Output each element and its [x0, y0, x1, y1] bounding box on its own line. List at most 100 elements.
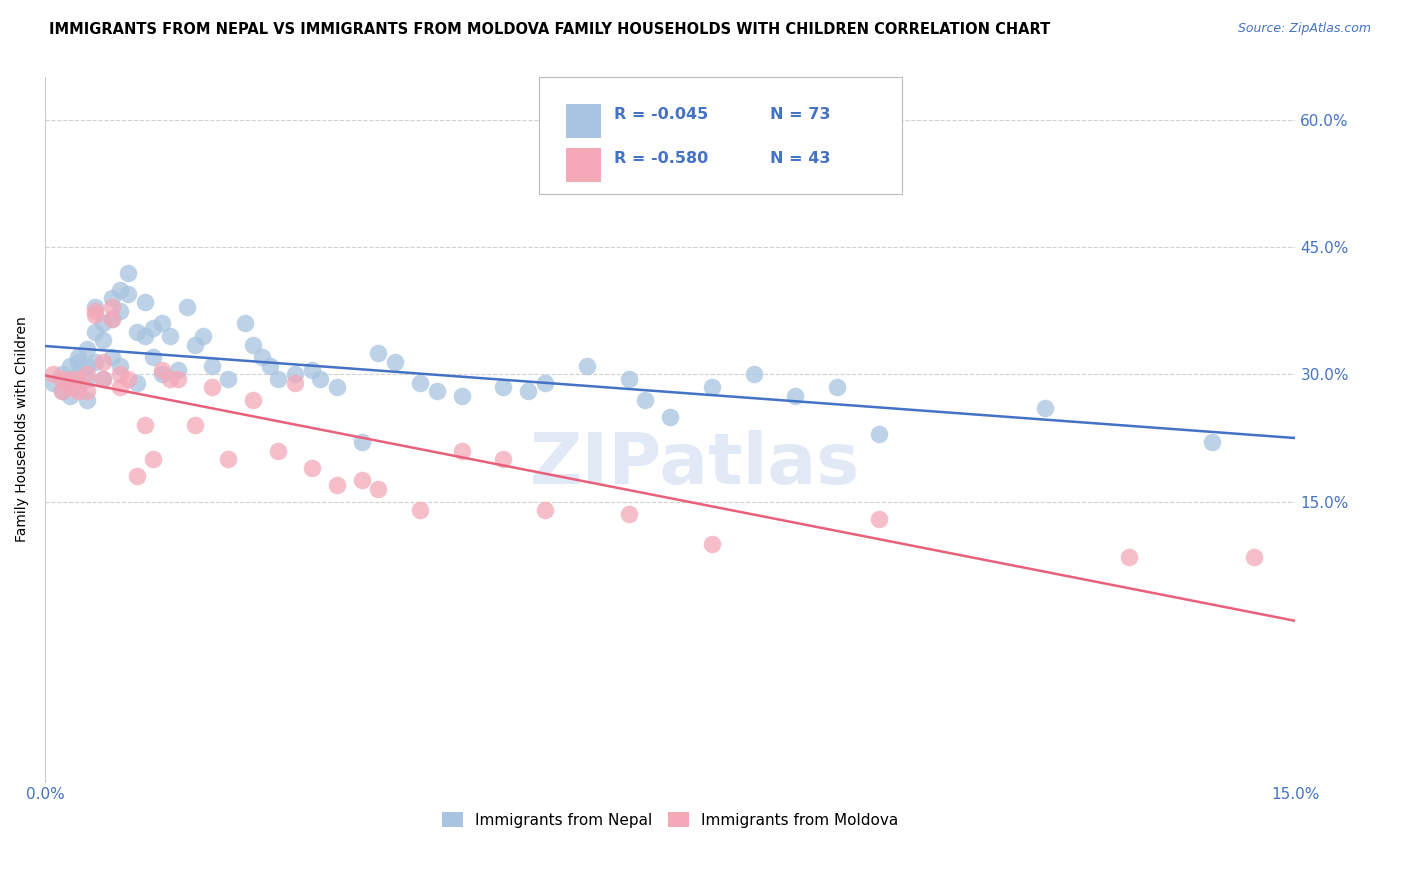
Point [350, 435, 373, 450]
Point [117, 266, 139, 280]
Point [250, 351, 273, 365]
Point [76, 342, 98, 356]
Point [108, 303, 131, 318]
Point [575, 359, 598, 373]
Point [134, 295, 156, 310]
Point [76, 392, 98, 407]
Point [426, 384, 449, 399]
Point [100, 300, 122, 314]
Point [142, 351, 165, 365]
Point [1243, 549, 1265, 564]
Point [534, 503, 557, 517]
Point [309, 371, 332, 385]
Point [193, 329, 215, 343]
Point [91, 371, 114, 385]
Point [100, 351, 122, 365]
Point [409, 503, 432, 517]
Point [634, 392, 657, 407]
Point [67, 371, 90, 385]
Text: N = 73: N = 73 [770, 107, 831, 122]
Point [284, 376, 307, 390]
Point [76, 384, 98, 399]
Point [51, 384, 73, 399]
Point [142, 452, 165, 467]
Point [100, 312, 122, 326]
Point [868, 426, 890, 441]
Y-axis label: Family Households with Children: Family Households with Children [15, 317, 30, 542]
Point [67, 368, 90, 382]
Text: R = -0.580: R = -0.580 [614, 151, 709, 166]
Point [1201, 435, 1223, 450]
Legend: Immigrants from Nepal, Immigrants from Moldova: Immigrants from Nepal, Immigrants from M… [436, 806, 905, 834]
Point [59, 380, 82, 394]
Point [825, 380, 848, 394]
Point [108, 380, 131, 394]
Point [134, 329, 156, 343]
Point [617, 508, 640, 522]
Point [84, 300, 107, 314]
Point [301, 460, 323, 475]
Point [51, 384, 73, 399]
Point [67, 384, 90, 399]
Point [184, 418, 207, 433]
Bar [567, 104, 602, 138]
Point [91, 354, 114, 368]
Point [159, 329, 181, 343]
Point [167, 363, 190, 377]
Point [284, 368, 307, 382]
Point [84, 354, 107, 368]
Point [167, 371, 190, 385]
Point [59, 371, 82, 385]
Point [217, 452, 239, 467]
Point [134, 418, 156, 433]
Point [367, 482, 389, 496]
Point [76, 371, 98, 385]
Point [84, 325, 107, 339]
Point [117, 286, 139, 301]
Point [450, 389, 472, 403]
Point [350, 474, 373, 488]
Point [117, 371, 139, 385]
Point [100, 291, 122, 305]
Point [201, 359, 224, 373]
Point [659, 409, 682, 424]
Point [159, 371, 181, 385]
Text: R = -0.045: R = -0.045 [614, 107, 709, 122]
Point [76, 368, 98, 382]
Point [617, 371, 640, 385]
Text: ZIPatlas: ZIPatlas [530, 430, 860, 500]
Point [267, 443, 290, 458]
Point [450, 443, 472, 458]
Point [67, 354, 90, 368]
Point [267, 371, 290, 385]
Point [242, 337, 264, 351]
Point [201, 380, 224, 394]
Point [42, 368, 65, 382]
Point [492, 380, 515, 394]
Point [868, 511, 890, 525]
Point [150, 317, 173, 331]
Point [59, 371, 82, 385]
Point [150, 363, 173, 377]
Point [184, 337, 207, 351]
Point [259, 359, 281, 373]
Point [517, 384, 540, 399]
Point [700, 537, 723, 551]
Point [125, 325, 148, 339]
Point [42, 376, 65, 390]
Point [409, 376, 432, 390]
Point [142, 320, 165, 334]
Point [700, 380, 723, 394]
Point [384, 354, 406, 368]
Point [1035, 401, 1057, 416]
Point [125, 376, 148, 390]
Point [217, 371, 239, 385]
Point [100, 312, 122, 326]
Point [91, 371, 114, 385]
Bar [567, 148, 602, 182]
Point [534, 376, 557, 390]
Point [51, 371, 73, 385]
Point [67, 380, 90, 394]
Text: Source: ZipAtlas.com: Source: ZipAtlas.com [1237, 22, 1371, 36]
Point [84, 308, 107, 322]
